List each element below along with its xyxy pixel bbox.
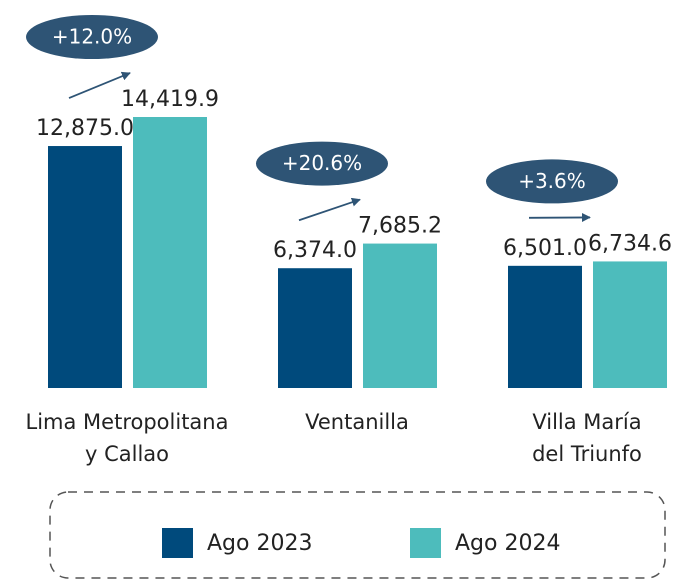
legend-label: Ago 2024 bbox=[455, 531, 560, 556]
value-label: 6,374.0 bbox=[273, 238, 357, 263]
legend-label: Ago 2023 bbox=[207, 531, 312, 556]
legend-swatch bbox=[410, 528, 441, 558]
growth-arrow bbox=[299, 200, 360, 221]
bar bbox=[278, 268, 352, 388]
value-label: 6,501.0 bbox=[503, 236, 587, 261]
value-label: 14,419.9 bbox=[121, 87, 219, 112]
value-label: 6,734.6 bbox=[588, 231, 672, 256]
bar bbox=[363, 244, 437, 388]
annotation: +20.6% bbox=[282, 151, 362, 175]
annotation: +3.6% bbox=[518, 169, 586, 193]
annotation: +12.0% bbox=[52, 25, 132, 49]
legend-box bbox=[50, 492, 665, 578]
x-tick-label: Ventanilla bbox=[305, 410, 409, 434]
bar bbox=[48, 146, 122, 388]
value-label: 12,875.0 bbox=[36, 116, 134, 141]
bar bbox=[133, 117, 207, 388]
value-label: 7,685.2 bbox=[358, 214, 442, 239]
bar bbox=[508, 266, 582, 388]
bar bbox=[593, 261, 667, 388]
legend-swatch bbox=[162, 528, 193, 558]
